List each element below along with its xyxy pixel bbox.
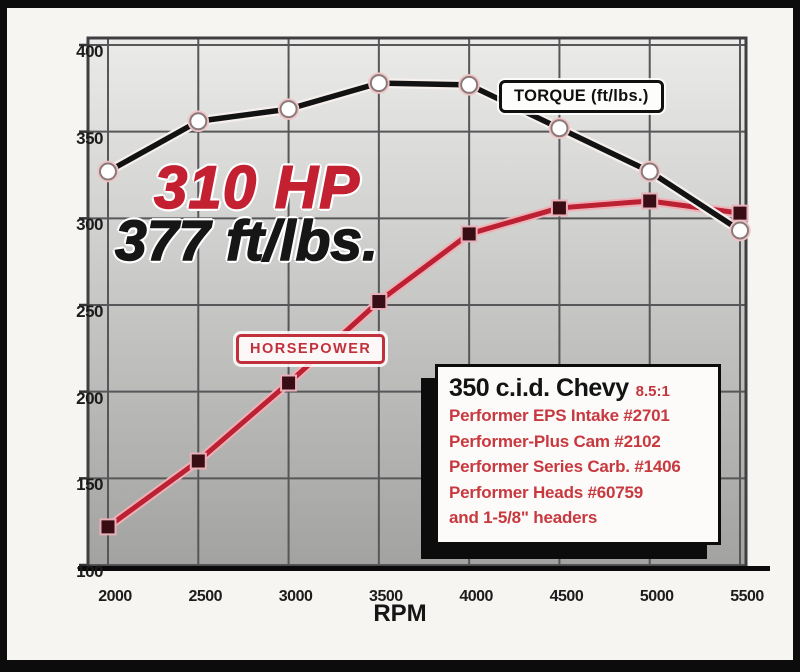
y-tick-label: 150 [76, 475, 103, 495]
x-tick-label: 5000 [639, 588, 674, 605]
horsepower-curve [105, 198, 743, 530]
torque-data-point-ring [97, 160, 119, 183]
x-axis-title: RPM [373, 600, 427, 627]
spec-part-line: Performer EPS Intake #2701 [449, 406, 670, 425]
spec-part-line: Performer Heads #60759 [449, 482, 644, 502]
engine-spec-box: 350 c.i.d. Chevy 8.5:1 Performer EPS Inta… [435, 364, 721, 545]
torque-data-point-ring [368, 72, 390, 94]
spec-part-lines: Performer EPS Intake #2701 Performer-Plus… [449, 403, 707, 531]
horsepower-data-point [189, 452, 207, 470]
spec-compression-ratio: 8.5:1 [635, 383, 670, 400]
chart-canvas [78, 36, 770, 571]
horsepower-data-point [370, 293, 388, 311]
x-tick-label: 3000 [278, 588, 313, 605]
chart-paper: 100 150 200 250 300 350 400 2000 2500 3000 3500 40… [7, 8, 793, 660]
x-tick-label: 3500 [369, 588, 403, 605]
x-tick-label: 2500 [188, 588, 223, 605]
horsepower-data-point [280, 374, 298, 392]
torque-data-point [640, 162, 659, 181]
x-tick-label: 4000 [459, 588, 493, 605]
torque-data-point-ring [458, 74, 480, 96]
x-tick-label: 4500 [549, 588, 584, 605]
torque-data-point-ring [277, 98, 300, 120]
horsepower-data-point [460, 225, 478, 243]
spec-title-row: 350 c.i.d. Chevy 8.5:1 [449, 374, 707, 403]
torque-data-point [279, 100, 298, 119]
horsepower-data-point [731, 204, 749, 222]
hp-headline-text: 310 HP [153, 153, 361, 222]
y-tick-label: 300 [76, 215, 103, 235]
y-tick-label: 350 [76, 128, 103, 148]
spec-part-line: Performer Series Carb. #1406 [449, 457, 681, 476]
horsepower-legend-callout: HORSEPOWER [236, 334, 386, 364]
torque-data-point-ring [729, 219, 751, 242]
torque-headline-text: 377 ft/lbs. [114, 208, 378, 274]
y-tick-label: 100 [76, 562, 103, 581]
torque-data-point-ring [638, 160, 661, 183]
spec-part-line: and 1-5/8" headers [449, 508, 598, 527]
horsepower-data-point [641, 192, 659, 210]
torque-data-point [730, 221, 749, 240]
torque-legend-callout: TORQUE (ft/lbs.) [499, 80, 664, 113]
x-axis-line [78, 566, 770, 571]
torque-curve [105, 80, 743, 234]
torque-data-point-ring [187, 110, 210, 133]
torque-data-point [189, 112, 208, 131]
y-tick-label: 250 [76, 302, 103, 321]
y-tick-label: 200 [76, 388, 103, 408]
torque-data-point [460, 75, 479, 94]
x-tick-label: 2000 [98, 588, 132, 605]
torque-data-point-ring [548, 117, 571, 139]
torque-data-point [550, 119, 569, 138]
horsepower-data-point [550, 199, 568, 217]
y-tick-label: 400 [76, 42, 103, 61]
spec-part-line: Performer-Plus Cam #2102 [449, 431, 661, 451]
torque-data-point [99, 162, 117, 181]
horsepower-data-point [99, 518, 117, 536]
torque-data-point [369, 74, 388, 93]
spec-engine-title: 350 c.i.d. Chevy [449, 374, 629, 402]
x-tick-label: 5500 [730, 588, 764, 605]
